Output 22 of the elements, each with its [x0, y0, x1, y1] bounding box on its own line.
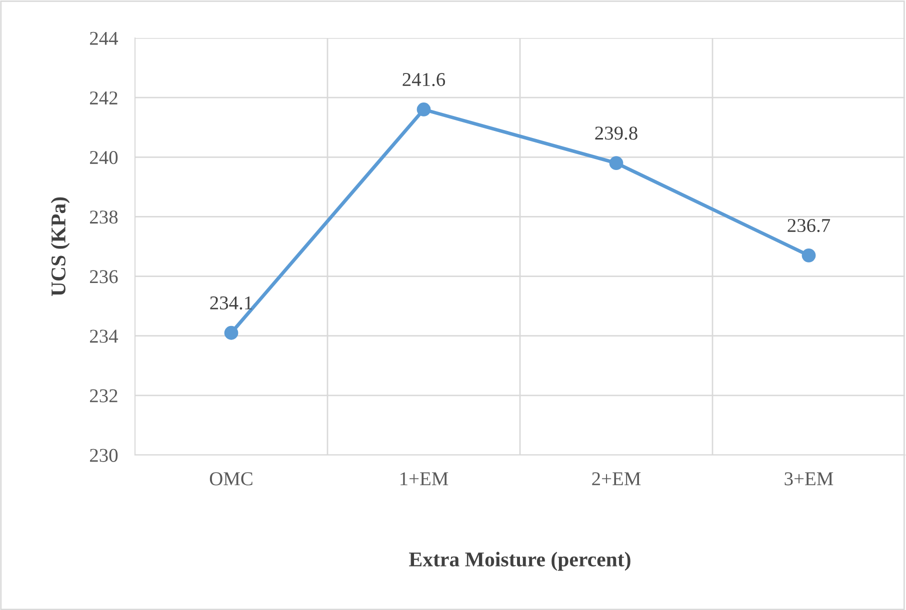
point: [224, 326, 238, 340]
point: [416, 102, 431, 116]
data-label: 241.6: [402, 73, 446, 86]
data-label: 239.8: [595, 126, 638, 140]
y-tick-label: 234: [90, 330, 118, 343]
y-tick-label: 240: [90, 150, 118, 164]
y-tick-label: 244: [90, 32, 118, 45]
data-label: 234.1: [210, 296, 252, 310]
y-tick-label: 236: [90, 270, 118, 284]
y-tick-label: 242: [90, 91, 118, 104]
y-tick-label: 238: [90, 210, 118, 224]
point: [609, 156, 624, 170]
x-axis-title: Extra Moisture (percent): [409, 552, 630, 571]
x-tick-label: 1+EM: [400, 472, 448, 486]
y-axis-title: UCS (KPa): [50, 197, 70, 296]
y-tick-label: 232: [90, 389, 118, 402]
data-label: 236.7: [788, 218, 830, 232]
x-tick-label: 2+EM: [592, 472, 641, 486]
y-tick-label: 230: [90, 448, 118, 462]
point: [802, 248, 816, 262]
x-tick-label: OMC: [210, 472, 252, 486]
x-tick-label: 3+EM: [784, 472, 834, 486]
